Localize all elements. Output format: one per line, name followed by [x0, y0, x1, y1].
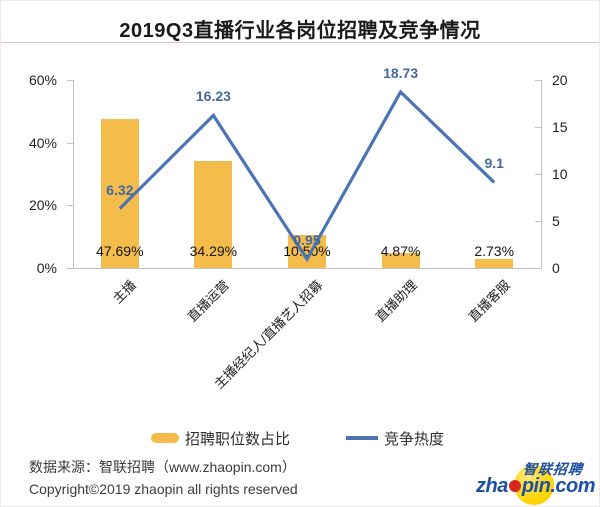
line-series [118, 89, 496, 263]
category-label: 主播 [109, 277, 139, 307]
legend-line-label: 竞争热度 [384, 431, 445, 448]
title-underline [1, 42, 599, 43]
left-axis-tick [67, 142, 73, 144]
plot-area: 47.69% 34.29% 10.50% 4.87% 2.73% 6.32 16.23 0.9… [73, 65, 541, 268]
legend-bar-label: 招聘职位数占比 [185, 431, 291, 448]
left-axis-tick-label: 60% [28, 72, 57, 88]
category-label: 直播助理 [372, 277, 420, 325]
right-axis-tick-label: 15 [552, 119, 568, 135]
right-axis-tick-label: 0 [552, 260, 560, 276]
bar-value-label: 2.73% [474, 243, 515, 259]
chart-title: 2019Q3直播行业各岗位招聘及竞争情况 [119, 20, 481, 42]
x-axis-line [73, 268, 542, 269]
right-axis-tick [535, 221, 541, 222]
bar-value-label: 4.87% [380, 243, 421, 259]
data-source-text: 数据来源：智联招聘（www.zhaopin.com） [29, 459, 296, 475]
right-axis-tick [535, 127, 541, 128]
line-path [118, 89, 496, 263]
bar [475, 259, 514, 268]
left-axis-tick [67, 268, 73, 269]
logo-domain-text: zha pin.com [476, 475, 596, 498]
left-axis-tick-label: 20% [28, 197, 57, 214]
line-point-label: 9.1 [484, 155, 504, 172]
left-axis-tick [67, 205, 73, 207]
logo-red-dot-icon [508, 480, 521, 492]
bar [100, 118, 139, 268]
line-point-label: 18.73 [383, 64, 419, 81]
line-point-label: 0.95 [293, 232, 321, 249]
logo-domain-suffix: pin.com [521, 475, 596, 497]
left-axis-line [73, 80, 74, 268]
category-label: 主播经纪人/直播艺人招募 [211, 277, 326, 392]
bar [194, 160, 233, 268]
line-point-label: 6.32 [106, 181, 134, 198]
right-axis-tick-label: 20 [552, 72, 568, 88]
bar-value-label: 34.29% [189, 243, 238, 259]
bar-value-label: 47.69% [96, 243, 144, 259]
bar-value-label: 10.50% [283, 243, 331, 259]
bar [381, 252, 420, 268]
left-axis-tick [67, 80, 73, 81]
right-axis-tick-label: 10 [552, 166, 568, 182]
line-point-label: 16.23 [195, 88, 231, 105]
logo-domain-prefix: zha [476, 475, 508, 497]
copyright-text: Copyright©2019 zhaopin all rights reserv… [29, 481, 298, 497]
left-axis-tick-label: 0% [36, 260, 57, 276]
legend-bar-swatch [151, 433, 179, 443]
category-label: 直播客服 [465, 277, 514, 325]
right-axis-line [541, 80, 542, 268]
right-axis-tick [535, 80, 541, 81]
right-axis-tick [535, 174, 541, 175]
right-axis-tick-label: 5 [552, 213, 560, 229]
left-axis-tick-label: 40% [28, 134, 57, 151]
zhaopin-logo: 智联招聘 zha pin.com [471, 453, 597, 506]
legend-line-swatch [346, 436, 378, 440]
category-label: 直播运营 [184, 277, 233, 325]
